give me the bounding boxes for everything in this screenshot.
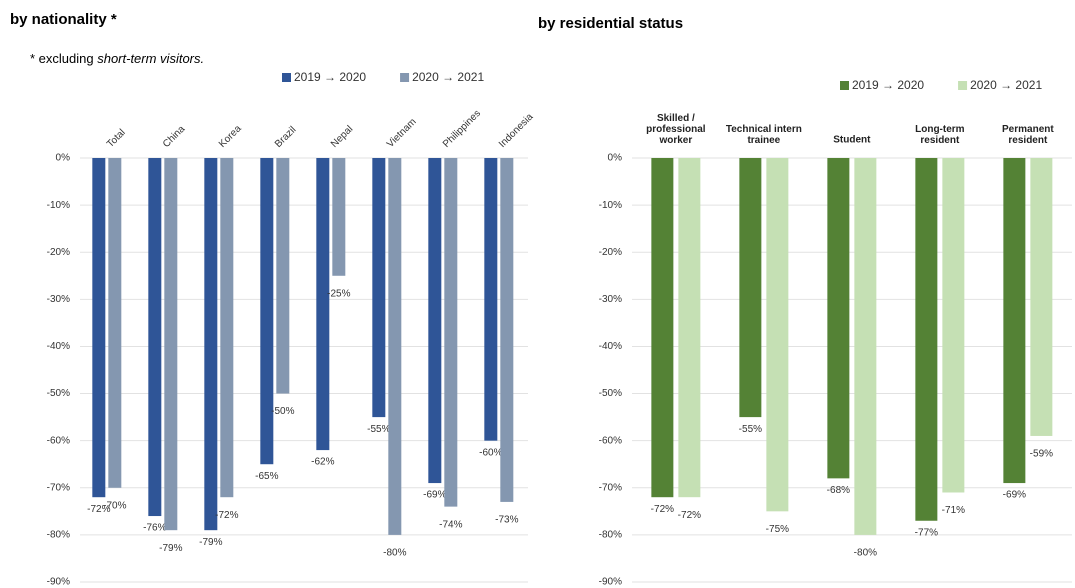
- y-tick-label: -30%: [599, 294, 622, 305]
- y-tick-label: -90%: [47, 577, 70, 588]
- data-label: -25%: [327, 288, 350, 299]
- data-label: -76%: [143, 523, 166, 534]
- bar: [484, 158, 498, 441]
- bar: [108, 158, 122, 488]
- legend-label: 2020 → 2021: [970, 78, 1042, 92]
- data-label: -79%: [159, 543, 182, 554]
- x-tick-label: Brazil: [273, 125, 298, 150]
- y-tick-label: -90%: [599, 577, 622, 588]
- data-label: -75%: [766, 524, 789, 535]
- bar: [372, 158, 386, 418]
- x-tick-label: Total: [105, 127, 128, 150]
- bar: [148, 158, 162, 517]
- y-tick-label: -70%: [47, 482, 70, 493]
- legend-label: 2020 → 2021: [412, 70, 484, 84]
- bar: [260, 158, 274, 465]
- bar: [204, 158, 218, 531]
- bar: [739, 158, 762, 418]
- bar: [854, 158, 877, 535]
- y-tick-label: -60%: [47, 435, 70, 446]
- y-tick-label: -10%: [599, 200, 622, 211]
- bar: [1030, 158, 1053, 436]
- data-label: -72%: [215, 510, 238, 521]
- data-label: -80%: [383, 548, 406, 559]
- data-label: -72%: [651, 504, 674, 515]
- y-tick-label: -80%: [47, 530, 70, 541]
- x-tick-label: Philippines: [441, 108, 483, 150]
- bar: [915, 158, 938, 521]
- data-label: -60%: [479, 447, 502, 458]
- bar: [827, 158, 850, 479]
- legend-label: 2019 → 2020: [294, 70, 366, 84]
- x-tick-label: Technical intern trainee: [726, 124, 802, 146]
- note: * excluding short-term visitors.: [30, 51, 204, 66]
- data-label: -62%: [311, 457, 334, 468]
- legend-label: 2019 → 2020: [852, 78, 924, 92]
- bar: [92, 158, 106, 498]
- y-tick-label: -50%: [599, 388, 622, 399]
- data-label: -79%: [199, 537, 222, 548]
- y-tick-label: -40%: [599, 341, 622, 352]
- x-tick-label: China: [161, 123, 188, 150]
- data-label: -73%: [495, 515, 518, 526]
- bar: [766, 158, 789, 512]
- bar: [428, 158, 442, 484]
- x-tick-label: Indonesia: [497, 111, 536, 150]
- bar: [651, 158, 674, 498]
- y-tick-label: -50%: [47, 388, 70, 399]
- data-label: -74%: [439, 519, 462, 530]
- bar: [500, 158, 514, 502]
- bar: [316, 158, 330, 451]
- legend-swatch: [400, 73, 410, 82]
- data-label: -70%: [103, 500, 126, 511]
- y-tick-label: -10%: [47, 200, 70, 211]
- y-tick-label: -30%: [47, 294, 70, 305]
- data-label: -77%: [915, 527, 938, 538]
- note-text: short-term visitors.: [97, 51, 204, 66]
- y-tick-label: -60%: [599, 435, 622, 446]
- x-tick-label: Student: [833, 135, 871, 146]
- bar: [164, 158, 178, 531]
- x-tick-label: Nepal: [329, 124, 355, 150]
- legend-swatch: [282, 73, 291, 82]
- data-label: -68%: [827, 485, 850, 496]
- bar: [276, 158, 290, 394]
- data-label: -65%: [255, 471, 278, 482]
- x-tick-label: Permanent resident: [1002, 124, 1054, 146]
- x-tick-label: Korea: [217, 123, 244, 150]
- legend-swatch: [840, 81, 849, 90]
- data-label: -55%: [739, 424, 762, 435]
- data-label: -80%: [854, 548, 877, 559]
- y-tick-label: -40%: [47, 341, 70, 352]
- data-label: -72%: [678, 510, 701, 521]
- data-label: -72%: [87, 504, 110, 515]
- y-tick-label: -20%: [47, 247, 70, 258]
- data-label: -59%: [1030, 449, 1053, 460]
- y-tick-label: -80%: [599, 530, 622, 541]
- chart-title: by residential status: [538, 15, 683, 32]
- data-label: -69%: [423, 490, 446, 501]
- note-text: * excluding: [30, 51, 97, 66]
- bar: [332, 158, 346, 276]
- y-tick-label: 0%: [56, 153, 71, 164]
- bar: [678, 158, 701, 498]
- legend-swatch: [958, 81, 968, 90]
- chart-title: by nationality *: [10, 11, 117, 28]
- y-tick-label: 0%: [608, 153, 623, 164]
- y-tick-label: -20%: [599, 247, 622, 258]
- x-tick-label: Skilled / professional worker: [646, 113, 706, 146]
- x-tick-label: Vietnam: [385, 116, 419, 150]
- bar: [444, 158, 458, 507]
- bar: [388, 158, 402, 535]
- bar: [942, 158, 965, 493]
- x-tick-label: Long-term resident: [915, 124, 965, 146]
- data-label: -55%: [367, 424, 390, 435]
- bar: [220, 158, 234, 498]
- data-label: -71%: [942, 505, 965, 516]
- data-label: -50%: [271, 406, 294, 417]
- data-label: -69%: [1003, 490, 1026, 501]
- bar: [1003, 158, 1026, 484]
- y-tick-label: -70%: [599, 482, 622, 493]
